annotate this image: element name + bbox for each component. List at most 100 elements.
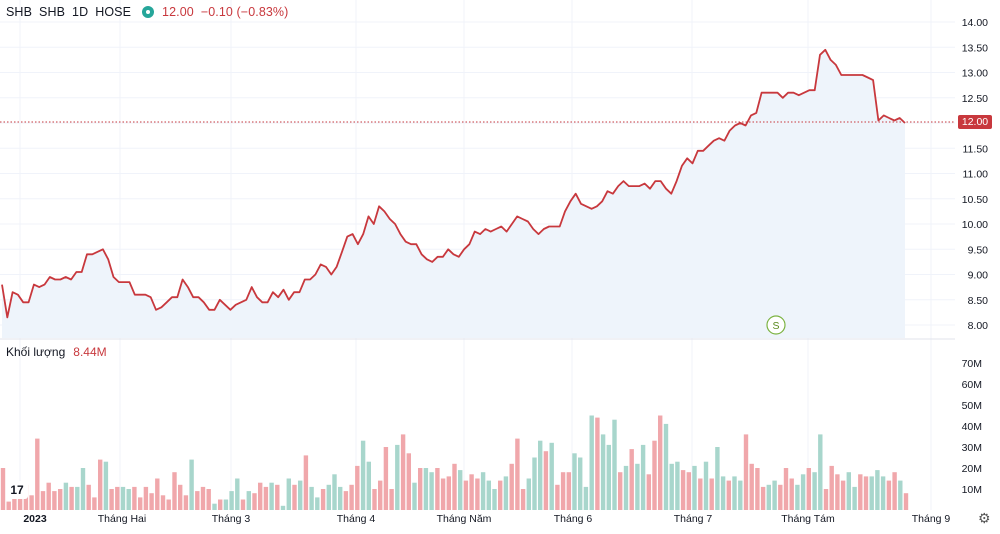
volume-legend[interactable]: Khối lượng 8.44M	[6, 345, 115, 359]
volume-bar	[292, 484, 297, 510]
volume-bar	[383, 447, 389, 510]
volume-bar	[875, 470, 880, 510]
volume-bar	[395, 444, 400, 510]
volume-bar	[840, 480, 846, 510]
volume-bar	[640, 444, 646, 510]
volume-bar	[675, 461, 680, 510]
volume-bar	[258, 482, 263, 510]
volume-bar	[520, 489, 526, 510]
volume-bar	[40, 491, 46, 510]
volume-bar	[166, 499, 171, 510]
volume-bar	[338, 486, 343, 510]
price-tick-label: 10.50	[962, 194, 988, 206]
price-tick-label: 12.50	[962, 93, 988, 105]
volume-bar	[400, 434, 406, 510]
volume-bar	[80, 468, 86, 510]
volume-bar	[172, 472, 177, 510]
price-tick-label: 14.00	[962, 17, 988, 29]
gear-icon[interactable]: ⚙	[978, 510, 991, 526]
time-tick-label: Tháng Tám	[781, 513, 835, 525]
split-marker[interactable]: S	[766, 315, 786, 335]
time-axis[interactable]: 2023 Tháng Hai Tháng 3 Tháng 4 Tháng Năm Thán…	[23, 513, 950, 525]
volume-bar	[446, 476, 451, 510]
volume-bar	[320, 489, 326, 510]
volume-bar	[92, 497, 97, 510]
volume-bar	[532, 457, 537, 510]
volume-bar	[343, 491, 349, 510]
time-tick-label: Tháng 3	[212, 513, 251, 525]
volume-bar	[486, 480, 491, 510]
volume-bar	[629, 449, 634, 510]
volume-bar	[155, 478, 160, 510]
volume-bar	[269, 482, 274, 510]
volume-bar	[46, 482, 51, 510]
volume-bar	[760, 486, 766, 510]
tradingview-logo-icon[interactable]: 17	[6, 481, 28, 499]
volume-bar	[423, 468, 429, 510]
price-tick-label: 8.50	[968, 295, 989, 307]
volume-bar	[863, 476, 869, 510]
exchange-label: HOSE	[95, 5, 132, 19]
volume-bar	[886, 480, 892, 510]
volume-bar	[515, 438, 520, 510]
volume-bar	[200, 486, 206, 510]
volume-bar	[212, 503, 217, 510]
visibility-eye-icon[interactable]	[142, 6, 155, 18]
volume-legend-value: 8.44M	[73, 345, 107, 359]
volume-bar	[360, 440, 366, 510]
volume-bar	[315, 497, 320, 510]
volume-bar	[652, 440, 657, 510]
volume-bar	[429, 472, 434, 510]
volume-bar	[612, 419, 617, 510]
volume-bar	[635, 463, 640, 510]
volume-bar	[120, 486, 126, 510]
volume-bar	[138, 497, 143, 510]
last-price-badge: 12.00	[958, 115, 992, 129]
time-tick-label: Tháng 9	[912, 513, 951, 525]
volume-bar	[778, 484, 783, 510]
volume-bar	[766, 484, 771, 510]
symbol-name[interactable]: SHB	[6, 5, 33, 19]
volume-bar	[98, 459, 103, 510]
volume-bar	[618, 472, 623, 510]
volume-bar	[160, 495, 166, 510]
price-change-value: −0.10 (−0.83%)	[200, 5, 289, 19]
volume-axis[interactable]: 70M 60M 50M 40M 30M 20M 10M	[962, 358, 982, 496]
volume-bar	[218, 499, 223, 510]
volume-bar	[549, 442, 554, 510]
time-tick-label: Tháng 4	[337, 513, 376, 525]
volume-bar	[103, 461, 109, 510]
volume-bar	[143, 486, 149, 510]
volume-bar	[286, 478, 291, 510]
volume-bar	[698, 478, 703, 510]
volume-bar	[17, 493, 23, 510]
price-axis[interactable]: 14.0013.5013.0012.5012.0011.5011.0010.50…	[962, 17, 988, 332]
price-tick-label: 13.00	[962, 68, 988, 80]
volume-bar	[709, 478, 714, 510]
volume-bar	[686, 472, 691, 510]
volume-bar	[275, 484, 280, 510]
volume-bar	[715, 447, 720, 510]
volume-bar	[35, 438, 40, 510]
volume-bar	[880, 476, 886, 510]
volume-bar	[892, 472, 897, 510]
split-marker-circle[interactable]	[766, 315, 786, 335]
volume-bar	[326, 484, 331, 510]
price-tick-label: 13.50	[962, 42, 988, 54]
volume-bar	[583, 486, 589, 510]
interval-label[interactable]: 1D	[72, 5, 89, 19]
volume-bar	[12, 493, 17, 510]
volume-bar	[572, 453, 577, 510]
time-tick-label: Tháng Năm	[437, 513, 492, 525]
volume-bar	[349, 484, 354, 510]
volume-bar	[452, 463, 457, 510]
volume-bar	[560, 472, 566, 510]
symbol-legend[interactable]: SHB SHB 1D HOSE 12.00 −0.10 (−0.83%)	[6, 4, 295, 20]
volume-bar	[578, 457, 583, 510]
volume-bar	[738, 480, 743, 510]
time-tick-label: Tháng 7	[674, 513, 713, 525]
price-tick-label: 8.00	[968, 320, 989, 332]
volume-bar	[126, 489, 131, 510]
